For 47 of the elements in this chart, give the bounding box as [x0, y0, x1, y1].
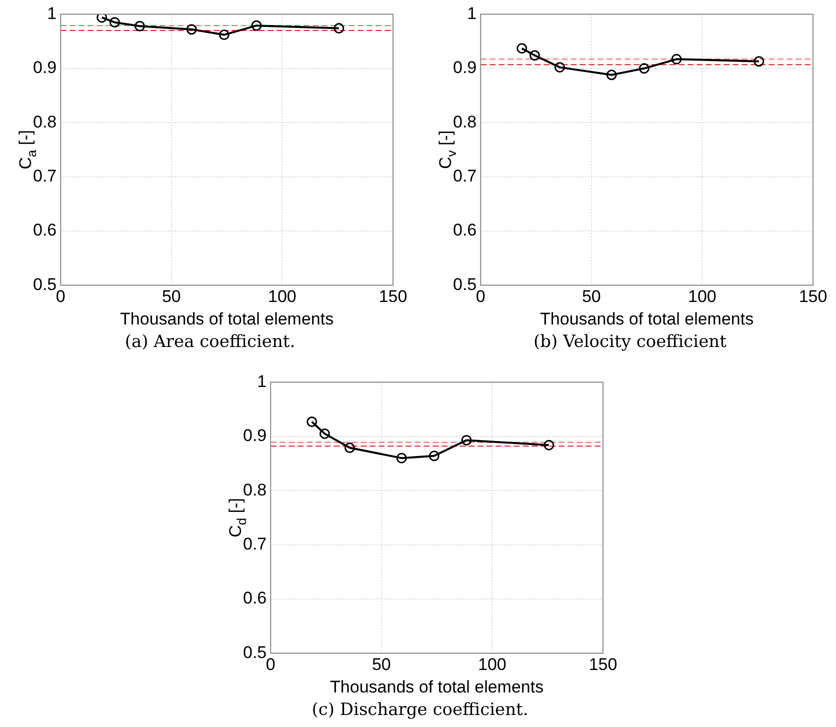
point: [319, 428, 330, 439]
x-tick-label: 100: [688, 287, 716, 306]
y-tick-label: 0.6: [452, 220, 477, 240]
point: [606, 70, 617, 80]
x-tick-label: 0: [266, 655, 276, 674]
point: [344, 442, 355, 454]
x-axis-title: Thousands of total elements: [330, 677, 544, 696]
point: [554, 62, 565, 73]
point: [544, 440, 554, 450]
y-tick-label: 0.8: [242, 480, 267, 500]
point: [306, 416, 318, 428]
y-tick-label: 0.6: [242, 588, 267, 608]
x-tick-label: 50: [372, 655, 391, 674]
y-tick-label: 0.5: [452, 274, 477, 294]
x-tick-label: 0: [56, 287, 66, 306]
x-tick-label: 150: [798, 287, 828, 306]
y-tick-label: 0.5: [32, 274, 57, 294]
text: (b) Velocity coefficient: [532, 332, 728, 352]
point: [516, 43, 528, 54]
y-tick-label: 0.9: [32, 58, 57, 78]
y-tick-label: 0.8: [452, 112, 477, 132]
text: (c) Discharge coefficient.: [310, 700, 530, 720]
x-axis-title: Thousands of total elements: [120, 309, 334, 328]
point: [428, 450, 440, 462]
y-tick-label: 1: [467, 4, 477, 23]
x-tick-label: 0: [476, 287, 486, 306]
y-tick-label: 0.9: [452, 58, 477, 78]
x-tick-label: 50: [162, 287, 181, 306]
y-tick-label: 0.6: [32, 220, 57, 240]
y-tick-label: 0.8: [32, 112, 57, 132]
y-tick-label: 0.5: [242, 642, 267, 662]
point: [396, 452, 407, 464]
y-tick-label: 1: [47, 4, 57, 23]
x-tick-label: 50: [582, 287, 601, 306]
x-tick-label: 100: [478, 655, 506, 674]
x-tick-label: 150: [588, 655, 618, 674]
x-tick-label: 150: [378, 287, 408, 306]
point: [638, 63, 650, 74]
point: [529, 50, 540, 61]
x-axis-title: Thousands of total elements: [540, 309, 754, 328]
text: (a) Area coefficient.: [124, 332, 296, 352]
point: [461, 434, 472, 446]
x-tick-label: 100: [268, 287, 296, 306]
point: [671, 54, 682, 64]
y-tick-label: 1: [257, 372, 267, 391]
y-tick-label: 0.9: [242, 426, 267, 446]
point: [754, 56, 764, 67]
